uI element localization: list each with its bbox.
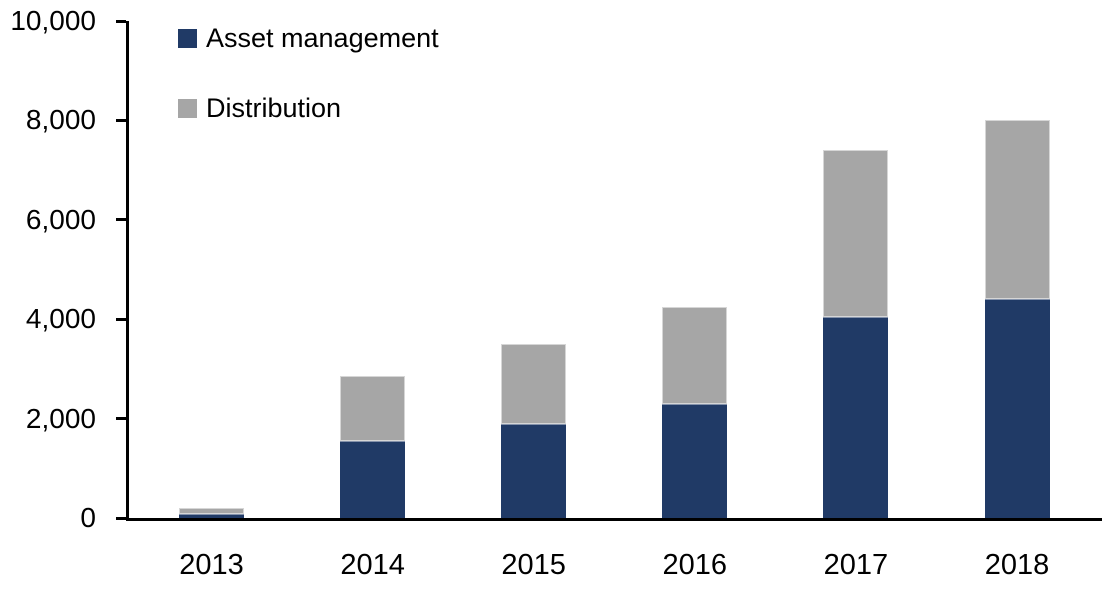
y-axis-label-10-000: 10,000 — [10, 5, 96, 36]
y-tick-8-000 — [116, 118, 126, 122]
legend-item-asset-management: Asset management — [178, 24, 439, 52]
bar-segment-2016-asset-management — [662, 403, 728, 518]
x-axis-label-2013: 2013 — [179, 549, 244, 581]
y-axis-line — [126, 21, 129, 521]
y-axis-label-6-000: 6,000 — [25, 203, 96, 235]
legend-swatch-icon-asset-management — [178, 28, 197, 48]
x-axis-label-2014: 2014 — [340, 549, 405, 581]
legend-label-asset-management: Asset management — [206, 23, 439, 53]
bar-segment-2015-asset-management — [501, 423, 567, 518]
y-tick-6-000 — [116, 218, 126, 222]
legend-swatch-icon-distribution — [178, 98, 197, 118]
bar-segment-2016-distribution — [662, 306, 728, 404]
bar-segment-2017-asset-management — [823, 316, 889, 518]
y-axis-label-8-000: 8,000 — [25, 104, 96, 136]
x-axis-line — [126, 518, 1102, 521]
y-axis-label-0: 0 — [80, 502, 96, 533]
x-axis-label-2017: 2017 — [823, 549, 889, 581]
y-tick-0 — [116, 516, 126, 520]
bar-segment-2014-distribution — [340, 376, 406, 441]
y-tick-2-000 — [116, 417, 126, 421]
x-axis-label-2018: 2018 — [984, 549, 1050, 581]
x-axis-label-2015: 2015 — [501, 549, 566, 581]
y-axis-label-2-000: 2,000 — [25, 402, 96, 434]
x-axis-label-2016: 2016 — [662, 549, 728, 581]
legend-label-distribution: Distribution — [206, 93, 342, 123]
bar-segment-2013-asset-management — [179, 513, 244, 518]
bar-segment-2017-distribution — [823, 150, 889, 317]
bar-segment-2018-distribution — [984, 120, 1050, 300]
y-tick-4-000 — [116, 317, 126, 321]
bar-segment-2015-distribution — [501, 344, 567, 424]
bar-segment-2014-asset-management — [340, 440, 406, 518]
y-axis-label-4-000: 4,000 — [25, 303, 96, 335]
legend-item-distribution: Distribution — [178, 94, 341, 122]
bar-segment-2013-distribution — [179, 508, 244, 514]
y-tick-10-000 — [116, 19, 126, 23]
bar-segment-2018-asset-management — [984, 299, 1050, 518]
